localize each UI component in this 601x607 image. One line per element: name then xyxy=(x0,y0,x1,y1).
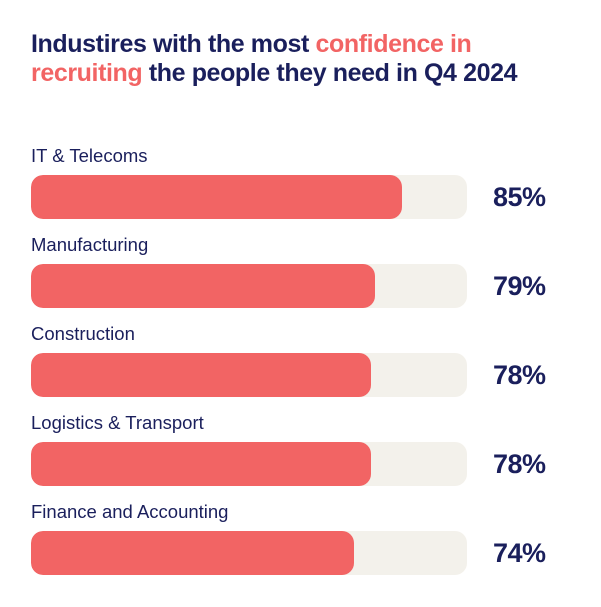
bar-track xyxy=(31,175,467,219)
value-label: 85% xyxy=(493,182,546,212)
value-label: 78% xyxy=(493,360,546,390)
chart-title: Industires with the most confidence in r… xyxy=(31,30,551,88)
bar-track xyxy=(31,353,467,397)
title-part-1: Industires with the most xyxy=(31,30,316,58)
value-label: 79% xyxy=(493,271,546,301)
category-label: Manufacturing xyxy=(31,234,149,255)
bar xyxy=(31,531,354,575)
bar-track xyxy=(31,442,467,486)
category-label: IT & Telecoms xyxy=(31,145,148,166)
bar xyxy=(31,353,372,397)
category-label: Logistics & Transport xyxy=(31,412,204,433)
title-highlight: confidence in recruiting xyxy=(31,30,472,87)
bar-track xyxy=(31,531,467,575)
value-label: 78% xyxy=(493,449,546,479)
bar xyxy=(31,175,402,219)
bar xyxy=(31,442,372,486)
bar-track xyxy=(31,264,467,308)
bar xyxy=(31,264,376,308)
title-part-2: the people they need in Q4 2024 xyxy=(142,59,518,87)
category-label: Construction xyxy=(31,323,135,344)
category-label: Finance and Accounting xyxy=(31,501,229,522)
value-label: 74% xyxy=(493,538,546,568)
